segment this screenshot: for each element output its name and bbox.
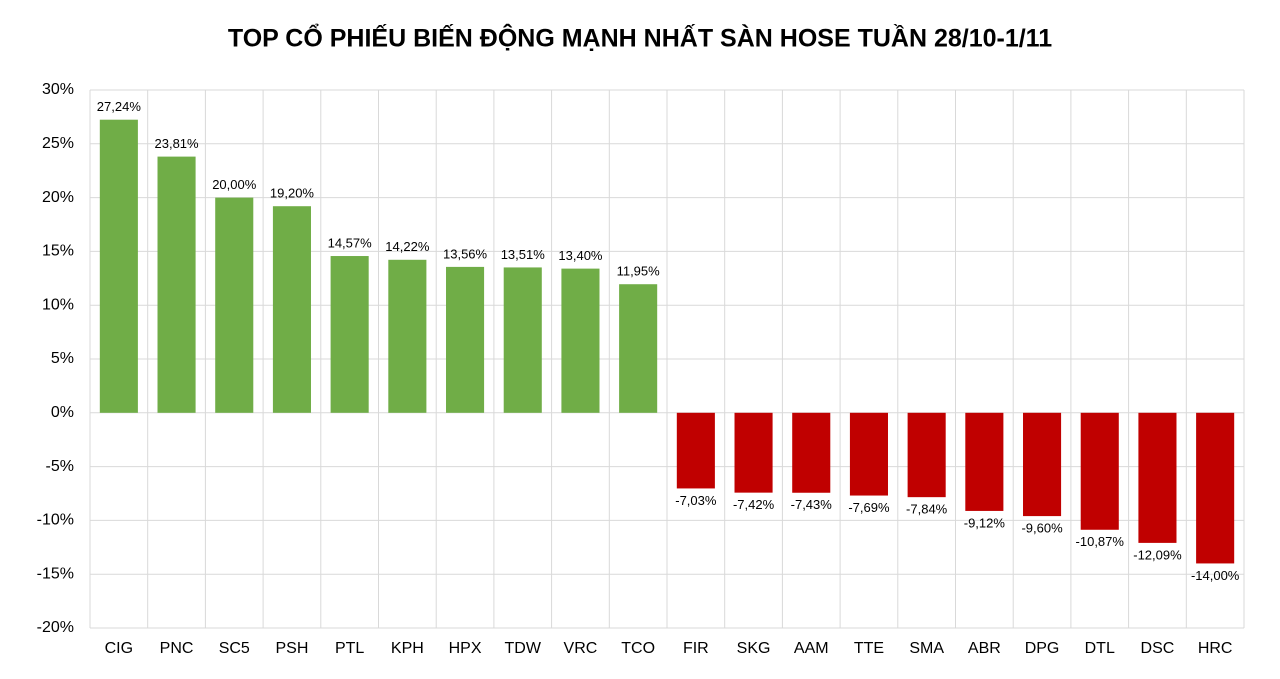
- bar: [330, 256, 369, 413]
- bar: [1196, 412, 1235, 564]
- bar: [676, 412, 715, 489]
- bar: [849, 412, 888, 496]
- x-tick-label: ABR: [968, 640, 1001, 657]
- value-label: 23,81%: [155, 136, 200, 151]
- bar: [561, 268, 600, 413]
- value-label: -7,84%: [906, 502, 948, 517]
- value-label: 11,95%: [617, 264, 661, 279]
- x-tick-label: VRC: [564, 640, 598, 657]
- bar: [734, 412, 773, 493]
- value-label: -9,60%: [1021, 521, 1063, 536]
- y-tick-label: 25%: [42, 135, 74, 152]
- value-label: -14,00%: [1191, 568, 1240, 583]
- value-label: -10,87%: [1076, 534, 1125, 549]
- bar: [157, 156, 196, 413]
- x-tick-label: DTL: [1085, 640, 1115, 657]
- value-label: -7,69%: [848, 500, 890, 515]
- y-tick-label: 20%: [42, 189, 74, 206]
- x-tick-label: SMA: [909, 640, 944, 657]
- x-tick-label: SKG: [737, 640, 771, 657]
- x-tick-label: TDW: [505, 640, 542, 657]
- x-tick-label: HPX: [449, 640, 482, 657]
- value-label: 19,20%: [270, 186, 315, 201]
- value-label: -7,42%: [733, 497, 775, 512]
- x-tick-label: AAM: [794, 640, 829, 657]
- value-label: 13,56%: [443, 246, 488, 261]
- bar: [99, 119, 138, 413]
- bar: [272, 206, 311, 413]
- x-tick-label: TCO: [621, 640, 655, 657]
- x-tick-label: SC5: [219, 640, 250, 657]
- x-tick-label: FIR: [683, 640, 709, 657]
- x-tick-label: PTL: [335, 640, 364, 657]
- value-label: 14,57%: [328, 235, 373, 250]
- x-tick-label: PNC: [160, 640, 194, 657]
- y-tick-label: 15%: [42, 243, 74, 260]
- value-label: -9,12%: [964, 515, 1006, 530]
- bar: [215, 197, 254, 413]
- x-tick-label: CIG: [105, 640, 133, 657]
- value-label: 27,24%: [97, 99, 142, 114]
- x-tick-label: KPH: [391, 640, 424, 657]
- y-tick-label: 10%: [42, 296, 74, 313]
- bar: [907, 412, 946, 498]
- chart-title: TOP CỔ PHIẾU BIẾN ĐỘNG MẠNH NHẤT SÀN HOS…: [228, 23, 1052, 53]
- bar: [1023, 412, 1062, 517]
- bar: [446, 266, 485, 413]
- value-label: -12,09%: [1133, 547, 1182, 562]
- value-label: -7,03%: [675, 493, 717, 508]
- value-label: -7,43%: [791, 497, 833, 512]
- value-label: 20,00%: [212, 177, 257, 192]
- value-label: 14,22%: [385, 239, 430, 254]
- value-label: 13,51%: [501, 247, 546, 262]
- bar: [503, 267, 542, 413]
- x-tick-label: DSC: [1141, 640, 1175, 657]
- x-tick-label: DPG: [1025, 640, 1060, 657]
- y-tick-label: -5%: [46, 458, 74, 475]
- y-tick-label: -20%: [37, 619, 74, 636]
- x-tick-label: HRC: [1198, 640, 1233, 657]
- y-tick-label: -10%: [37, 512, 74, 529]
- bar: [388, 259, 427, 413]
- value-label: 13,40%: [558, 248, 603, 263]
- bar: [965, 412, 1004, 511]
- x-tick-label: PSH: [275, 640, 308, 657]
- bar: [1138, 412, 1177, 543]
- bar: [619, 284, 658, 413]
- bar: [792, 412, 831, 493]
- y-tick-label: 0%: [51, 404, 74, 421]
- x-tick-label: TTE: [854, 640, 884, 657]
- y-tick-label: 30%: [42, 81, 74, 98]
- bar: [1080, 412, 1119, 530]
- y-tick-label: -15%: [37, 565, 74, 582]
- y-tick-label: 5%: [51, 350, 74, 367]
